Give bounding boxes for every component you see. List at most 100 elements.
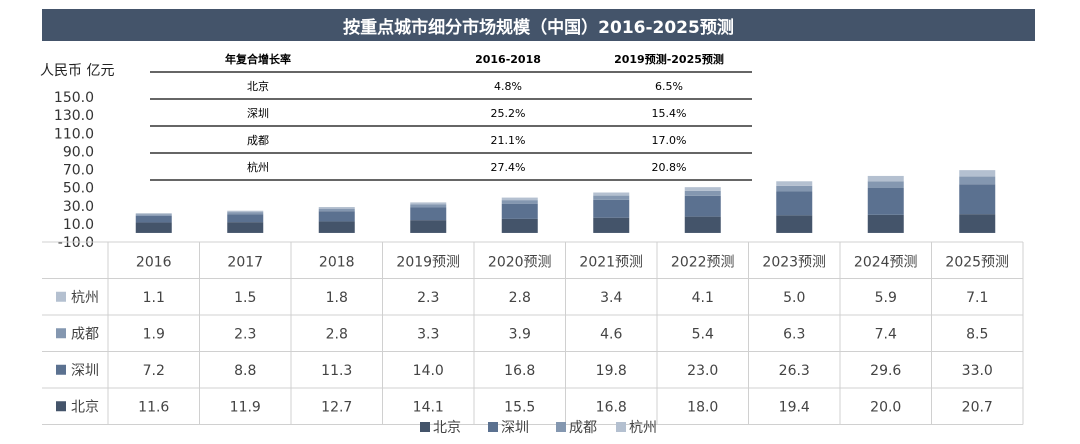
row-swatch (56, 291, 66, 302)
data-label: 18.0 (687, 399, 718, 415)
data-label: 4.6 (600, 326, 622, 342)
bar-segment (593, 192, 630, 196)
legend-label: 成都 (569, 420, 597, 436)
bar-segment (227, 212, 264, 215)
bar-segment (410, 207, 447, 221)
cagr-value: 27.4% (491, 161, 526, 174)
cagr-city: 成都 (247, 134, 269, 147)
data-label: 20.0 (870, 399, 901, 415)
bar-segment (227, 210, 264, 213)
y-tick-label: -10.0 (58, 235, 94, 251)
row-label: 杭州 (71, 290, 99, 306)
y-tick-label: 110.0 (54, 126, 94, 142)
data-label: 12.7 (321, 399, 352, 415)
data-label: 2.3 (234, 326, 256, 342)
data-label: 8.8 (234, 363, 256, 379)
data-label: 4.1 (692, 290, 714, 306)
data-label: 7.4 (875, 326, 897, 342)
data-label: 7.2 (143, 363, 165, 379)
bar-segment (959, 184, 996, 215)
x-tick-label: 2021预测 (579, 254, 643, 270)
y-tick-label: 10.0 (63, 217, 94, 233)
data-label: 20.7 (962, 399, 993, 415)
bar-segment (501, 197, 538, 201)
data-label: 19.8 (596, 363, 627, 379)
bar-segment (776, 181, 813, 186)
bar-segment (318, 211, 355, 222)
bar-segment (959, 176, 996, 185)
data-label: 14.1 (413, 399, 444, 415)
y-tick-label: 90.0 (63, 144, 94, 160)
legend-swatch (488, 422, 498, 432)
row-label: 北京 (71, 399, 99, 415)
data-label: 3.9 (509, 326, 531, 342)
legend-swatch (556, 422, 566, 432)
y-tick-label: 50.0 (63, 181, 94, 197)
cagr-value: 4.8% (494, 80, 522, 93)
bar-segment (867, 187, 904, 215)
x-tick-label: 2022预测 (671, 254, 735, 270)
x-tick-label: 2020预测 (488, 254, 552, 270)
bar-segment (135, 213, 172, 215)
cagr-value: 15.4% (652, 107, 687, 120)
bar-segment (318, 207, 355, 209)
bar-segment (410, 202, 447, 205)
data-label: 29.6 (870, 363, 901, 379)
bar-segment (867, 181, 904, 188)
x-tick-label: 2023预测 (762, 254, 826, 270)
data-label: 2.8 (509, 290, 531, 306)
cagr-header: 年复合增长率 (225, 52, 291, 66)
data-label: 14.0 (413, 363, 444, 379)
bar-segment (318, 221, 355, 233)
data-label: 5.9 (875, 290, 897, 306)
cagr-header: 2019预测-2025预测 (614, 52, 724, 66)
cagr-city: 深圳 (247, 107, 269, 120)
y-tick-label: 30.0 (63, 199, 94, 215)
bar-segment (959, 214, 996, 233)
bar-segment (227, 222, 264, 233)
x-tick-label: 2019预测 (396, 254, 460, 270)
cagr-value: 20.8% (652, 161, 687, 174)
data-label: 11.9 (230, 399, 261, 415)
bar-segment (135, 215, 172, 223)
row-label: 成都 (71, 326, 99, 342)
data-label: 15.5 (504, 399, 535, 415)
data-label: 2.3 (417, 290, 439, 306)
x-tick-label: 2018 (319, 254, 355, 270)
bar-segment (684, 195, 721, 217)
bar-segment (684, 190, 721, 196)
bar-segment (501, 203, 538, 219)
bar-segment (867, 175, 904, 182)
data-label: 1.5 (234, 290, 256, 306)
row-label: 深圳 (71, 363, 99, 379)
bar-segment (501, 218, 538, 233)
legend-label: 北京 (433, 420, 461, 436)
data-label: 19.4 (779, 399, 810, 415)
unit-label: 人民币 亿元 (40, 63, 114, 79)
bar-segment (593, 195, 630, 200)
bar-segment (776, 191, 813, 216)
data-label: 2.8 (326, 326, 348, 342)
cagr-value: 21.1% (491, 134, 526, 147)
data-label: 33.0 (962, 363, 993, 379)
legend-swatch (420, 422, 430, 432)
data-label: 3.4 (600, 290, 622, 306)
legend-label: 深圳 (501, 420, 529, 436)
bar-segment (501, 200, 538, 204)
y-tick-label: 150.0 (54, 90, 94, 106)
row-swatch (56, 364, 66, 375)
cagr-city: 杭州 (247, 160, 269, 174)
bar-segment (410, 204, 447, 208)
legend-swatch (616, 422, 626, 432)
data-label: 5.0 (783, 290, 805, 306)
bar-segment (318, 208, 355, 212)
bar-segment (959, 170, 996, 177)
data-label: 5.4 (692, 326, 714, 342)
data-label: 16.8 (596, 399, 627, 415)
data-label: 8.5 (966, 326, 988, 342)
cagr-value: 6.5% (655, 80, 683, 93)
legend-label: 杭州 (629, 420, 657, 436)
data-label: 1.9 (143, 326, 165, 342)
data-label: 11.3 (321, 363, 352, 379)
